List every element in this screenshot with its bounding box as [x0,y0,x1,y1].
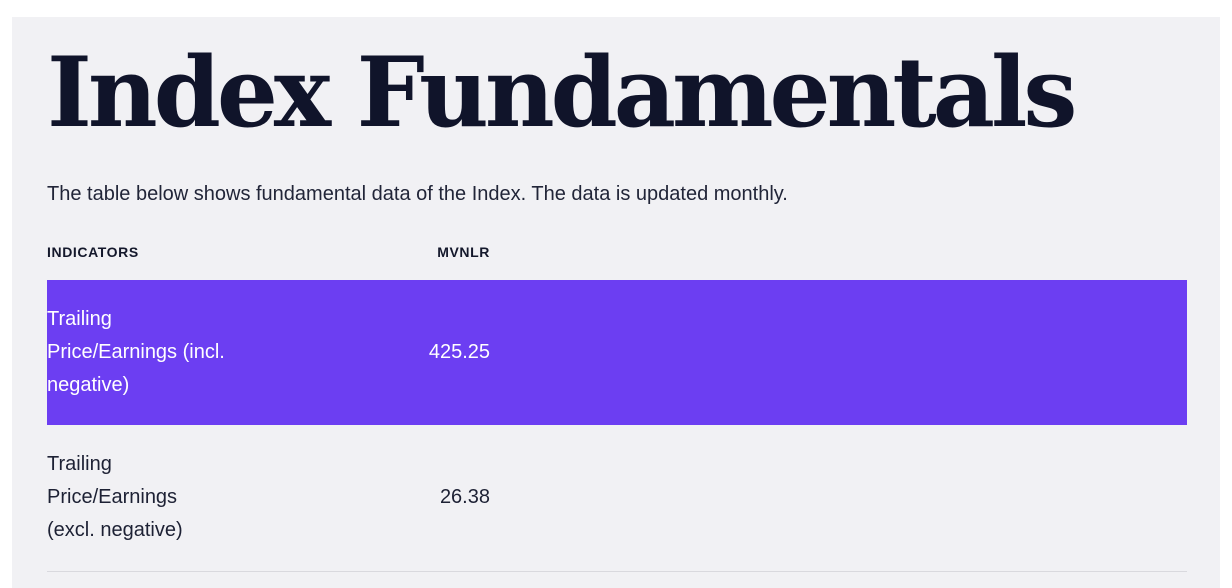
column-header-indicators: INDICATORS [47,244,139,260]
table-header-row: INDICATORS MVNLR [47,243,1187,280]
value-cell: 26.38 [439,486,490,508]
table-row-trailing-pe-incl-negative[interactable]: Trailing Price/Earnings (incl. negative)… [47,280,1187,425]
indicator-cell: Trailing Price/Earnings (incl. negative) [47,308,225,396]
table-row-trailing-pe-excl-negative[interactable]: Trailing Price/Earnings (excl. negative)… [47,425,1187,572]
indicator-cell: Trailing Price/Earnings (excl. negative) [47,453,183,541]
content-panel: Index Fundamentals The table below shows… [12,17,1220,588]
page-description: The table below shows fundamental data o… [47,183,788,205]
page-content: Index Fundamentals The table below shows… [12,41,1220,572]
column-header-mvnlr: MVNLR [437,244,490,260]
fundamentals-table: INDICATORS MVNLR Trailing Price/Earnings… [47,243,1187,572]
page-title: Index Fundamentals [47,36,1077,149]
value-cell: 425.25 [428,341,490,363]
